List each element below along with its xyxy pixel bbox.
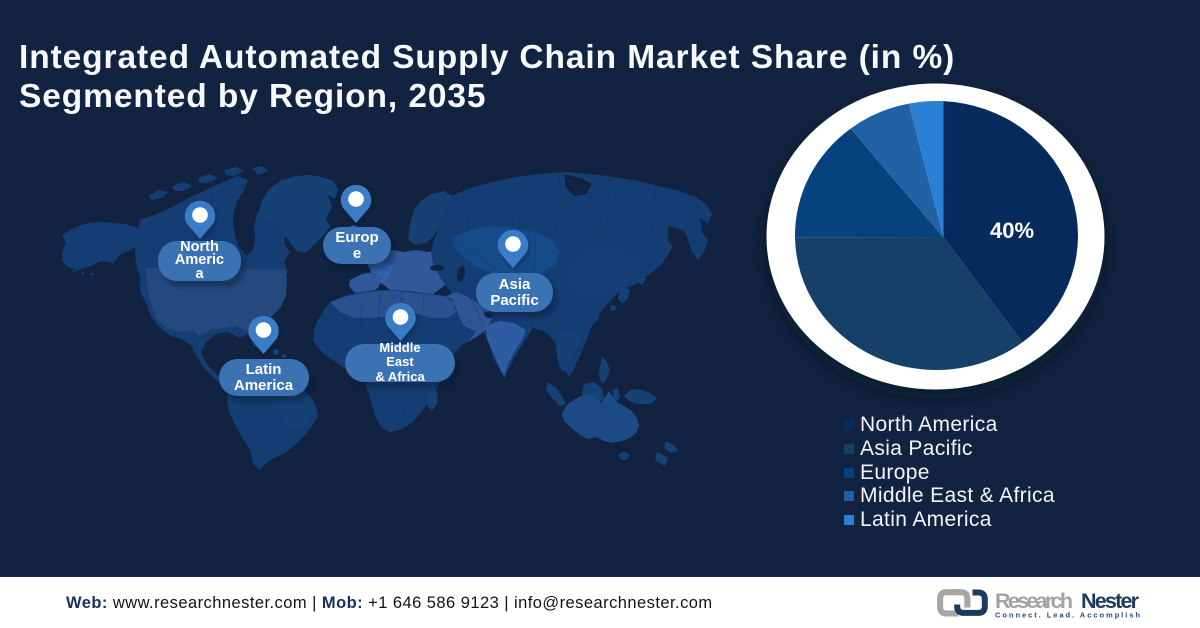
svg-text:Research: Research	[995, 589, 1073, 613]
svg-text:Nester: Nester	[1081, 589, 1140, 613]
svg-text:Connect. Lead. Accomplish: Connect. Lead. Accomplish	[995, 611, 1140, 620]
